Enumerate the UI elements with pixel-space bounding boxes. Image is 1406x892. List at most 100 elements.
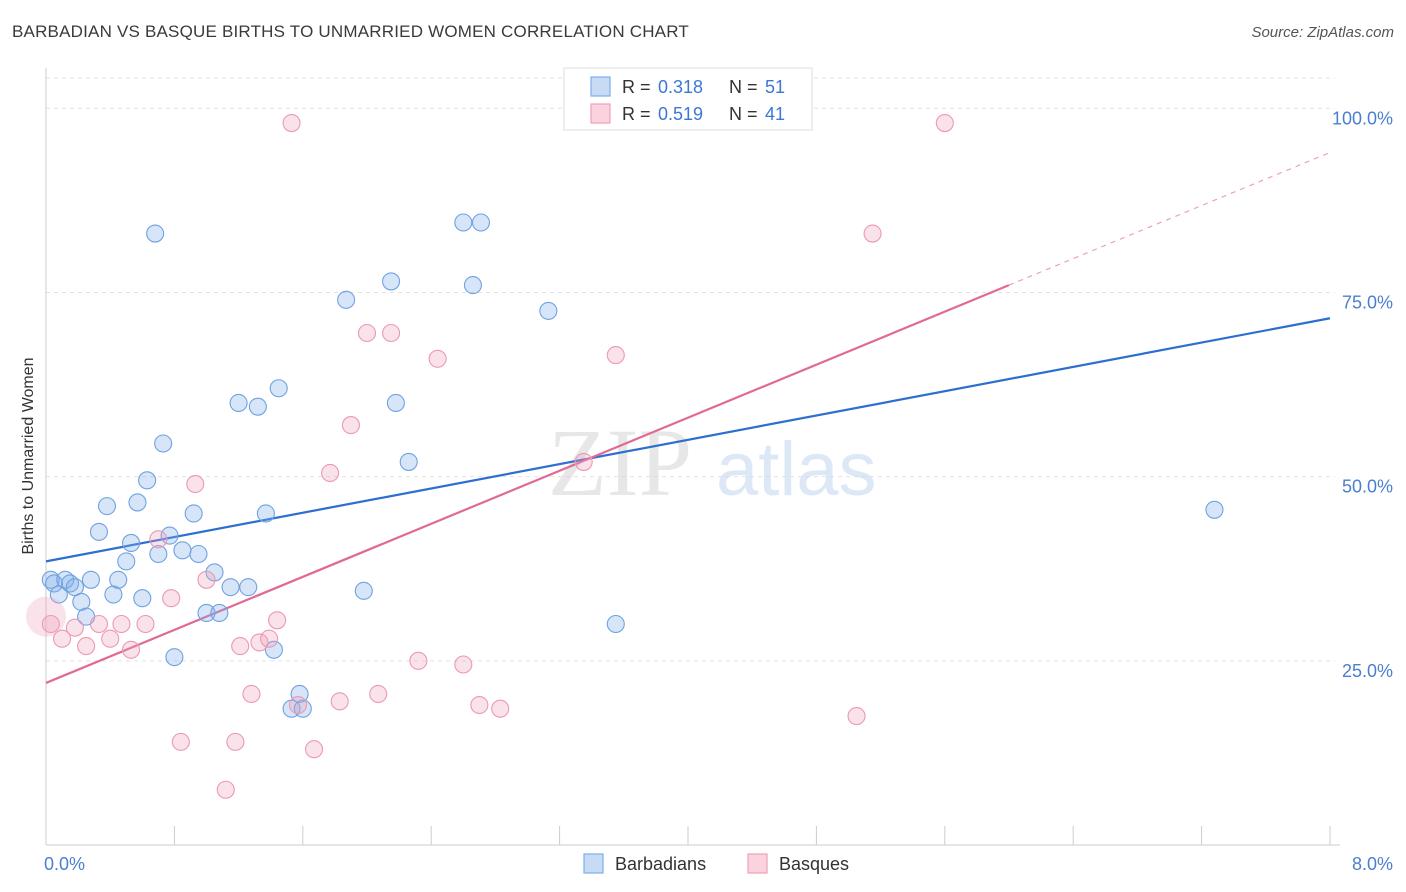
barbadians-point [382, 272, 401, 291]
basques-point [260, 629, 279, 648]
barbadians-point [128, 493, 147, 512]
legend-n-value-2: 41 [765, 104, 785, 124]
basques-point [101, 629, 120, 648]
data-points [26, 110, 1224, 799]
barbadians-point [463, 276, 482, 295]
basques-point [321, 463, 340, 483]
barbadians-point [122, 533, 141, 553]
barbadians-point [97, 497, 117, 516]
y-tick-label: 75.0% [1342, 292, 1393, 312]
basques-point [369, 684, 388, 704]
barbadians-point [264, 640, 283, 659]
basques-trend-line [45, 284, 1010, 684]
legend-n-value-1: 51 [765, 77, 785, 97]
y-tick-label: 100.0% [1332, 108, 1393, 128]
x-tick-label: 0.0% [44, 854, 85, 874]
y-tick-label: 25.0% [1342, 661, 1393, 681]
axes [45, 68, 1340, 846]
basques-point [122, 640, 141, 659]
y-tick-label: 50.0% [1342, 477, 1393, 497]
barbadians-point [146, 224, 165, 243]
barbadians-point [44, 574, 64, 593]
basques-point [847, 707, 866, 726]
basques-point [112, 614, 131, 634]
basques-point [428, 349, 447, 368]
legend-r-label-2: R = [622, 104, 651, 124]
barbadians-point [189, 544, 208, 564]
legend-swatch-barbadians [590, 76, 611, 97]
basques-point [77, 637, 96, 656]
basques-point [935, 113, 954, 133]
barbadians-point [221, 578, 240, 597]
basques-point [409, 651, 428, 670]
gridlines [46, 77, 1335, 662]
basques-point [216, 780, 235, 799]
barbadians-point [454, 213, 473, 232]
basques-point [288, 695, 308, 715]
basques-point [606, 346, 625, 365]
legend-swatch-basques [590, 103, 611, 124]
barbadians-point [89, 522, 109, 541]
watermark-atlas: atlas [716, 427, 877, 512]
barbadians-point [197, 603, 216, 622]
basques-point-cluster [26, 596, 66, 637]
barbadians-point [154, 434, 173, 453]
barbadians-point [104, 585, 123, 604]
barbadians-point [239, 578, 258, 597]
barbadians-point [386, 393, 405, 413]
barbadians-point [337, 290, 356, 309]
basques-point [250, 633, 269, 652]
barbadians-point [354, 581, 373, 600]
barbadians-point [269, 379, 288, 398]
basques-point [52, 629, 72, 648]
basques-point [171, 732, 190, 751]
basques-point [242, 684, 261, 704]
legend-r-value-2: 0.519 [658, 104, 703, 124]
x-tick-label: 8.0% [1352, 854, 1393, 874]
legend-series-barbadians: Barbadians [615, 854, 706, 874]
source-label: Source: ZipAtlas.com [1251, 24, 1394, 41]
legend-n-label-1: N = [729, 77, 758, 97]
y-axis-label: Births to Unmarried Women [20, 357, 37, 554]
barbadians-point [248, 397, 267, 416]
legend-n-label-2: N = [729, 104, 758, 124]
basques-point [454, 655, 473, 674]
barbadians-point [606, 614, 625, 634]
barbadians-point [1205, 500, 1224, 519]
basques-point [136, 614, 155, 634]
x-tick-labels: 0.0% 8.0% [44, 854, 1393, 874]
barbadians-point [210, 603, 229, 622]
basques-point [226, 732, 245, 751]
basques-point [491, 699, 510, 718]
y-tick-labels: 100.0% 75.0% 50.0% 25.0% [1332, 108, 1393, 681]
barbadians-point [184, 504, 203, 523]
bottom-swatch-basques [747, 853, 768, 874]
basques-point [863, 224, 882, 243]
barbadians-trend-line [45, 317, 1331, 563]
basques-point [41, 614, 60, 634]
basques-trend-extension [1008, 151, 1331, 286]
basques-point [268, 611, 287, 630]
barbadians-point [471, 213, 491, 232]
barbadians-point [117, 552, 136, 571]
chart-title: BARBADIAN VS BASQUE BIRTHS TO UNMARRIED … [12, 22, 689, 41]
basques-point [149, 530, 168, 549]
basques-point [65, 618, 84, 637]
barbadians-point [173, 541, 192, 560]
series-legend: Barbadians Basques [583, 853, 849, 874]
legend-series-basques: Basques [779, 854, 849, 874]
barbadians-point [256, 504, 275, 523]
basques-point [330, 692, 349, 711]
legend-r-value-1: 0.318 [658, 77, 703, 97]
basques-point [304, 740, 324, 759]
barbadians-point [165, 648, 184, 667]
basques-point [162, 589, 181, 608]
barbadians-point [138, 471, 157, 490]
basques-point [357, 323, 377, 343]
basques-point [282, 113, 301, 133]
basques-point [470, 695, 489, 715]
bottom-swatch-barbadians [583, 853, 604, 874]
correlation-legend: R = 0.318 N = 51 R = 0.519 N = 41 [563, 67, 813, 131]
basques-point [89, 614, 109, 634]
basques-point [231, 637, 250, 656]
